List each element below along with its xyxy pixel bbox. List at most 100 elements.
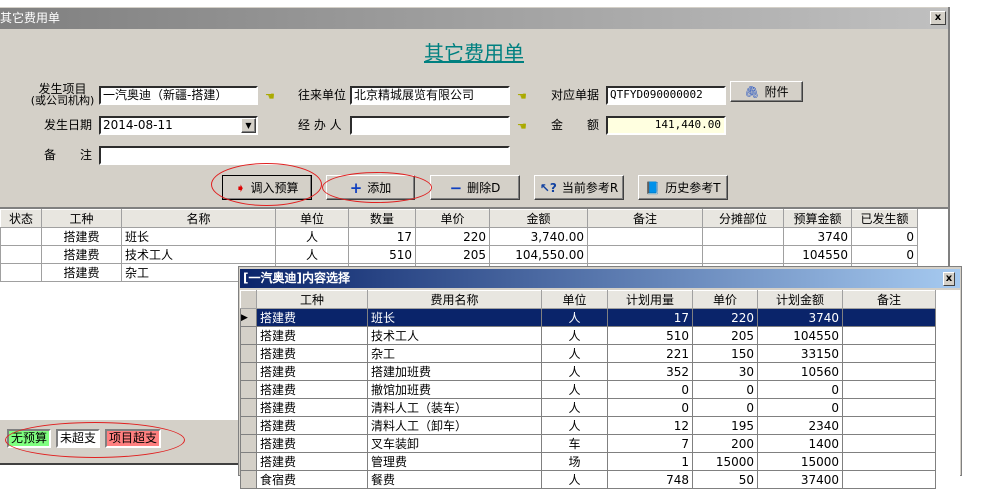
row-selector[interactable] <box>240 380 257 399</box>
table-cell[interactable]: 1400 <box>757 434 843 453</box>
table-cell[interactable]: 3,740.00 <box>489 227 588 246</box>
row-selector[interactable] <box>240 326 257 345</box>
table-cell[interactable]: 221 <box>607 344 693 363</box>
row-selector[interactable] <box>240 416 257 435</box>
table-cell[interactable]: 0 <box>851 245 918 264</box>
column-header[interactable]: 金额 <box>489 209 588 228</box>
table-cell[interactable] <box>702 245 784 264</box>
table-cell[interactable]: 班长 <box>367 308 542 327</box>
table-cell[interactable]: 0 <box>692 380 758 399</box>
table-cell[interactable]: 150 <box>692 344 758 363</box>
table-cell[interactable]: 104,550.00 <box>489 245 588 264</box>
chevron-down-icon[interactable]: ▼ <box>241 118 256 133</box>
table-cell[interactable]: 技术工人 <box>367 326 542 345</box>
table-cell[interactable]: 1 <box>607 452 693 471</box>
column-header[interactable]: 单价 <box>415 209 490 228</box>
row-selector[interactable] <box>240 434 257 453</box>
current-reference-button[interactable]: ↖? 当前参考R <box>534 175 624 200</box>
table-row[interactable]: 搭建费 技术工人人 510 205 104,550.00 104550 0 <box>0 245 918 264</box>
list-item[interactable]: 食宿费 餐费人 748 50 37400 <box>240 470 936 489</box>
table-cell[interactable]: 车 <box>541 434 608 453</box>
column-header[interactable]: 单位 <box>275 209 349 228</box>
list-item[interactable]: 搭建费 杂工人 221 150 33150 <box>240 344 936 363</box>
table-cell[interactable]: 撤馆加班费 <box>367 380 542 399</box>
table-cell[interactable]: 清料人工（卸车） <box>367 416 542 435</box>
dialog-close-button[interactable]: x <box>943 272 955 286</box>
table-cell[interactable]: 15000 <box>757 452 843 471</box>
table-cell[interactable]: 清料人工（装车） <box>367 398 542 417</box>
remark-input[interactable] <box>99 146 510 165</box>
table-cell[interactable]: 技术工人 <box>121 245 276 264</box>
table-cell[interactable]: 510 <box>607 326 693 345</box>
table-cell[interactable]: 748 <box>607 470 693 489</box>
table-cell[interactable]: 搭建加班费 <box>367 362 542 381</box>
table-cell[interactable]: 搭建费 <box>256 344 368 363</box>
table-cell[interactable]: 33150 <box>757 344 843 363</box>
table-cell[interactable]: 17 <box>348 227 416 246</box>
table-cell[interactable]: 37400 <box>757 470 843 489</box>
list-item[interactable]: 搭建费 清料人工（装车）人 0 0 0 <box>240 398 936 417</box>
attachment-button[interactable]: 🖇 附件 <box>730 81 803 102</box>
table-cell[interactable] <box>842 326 936 345</box>
table-cell[interactable]: 15000 <box>692 452 758 471</box>
table-cell[interactable]: 人 <box>541 470 608 489</box>
list-item[interactable]: ▶ 搭建费 班长人 17 220 3740 <box>240 308 936 327</box>
table-cell[interactable]: 7 <box>607 434 693 453</box>
column-header[interactable]: 单价 <box>692 290 758 309</box>
column-header[interactable]: 备注 <box>587 209 703 228</box>
table-cell[interactable]: 人 <box>541 416 608 435</box>
list-item[interactable]: 搭建费 搭建加班费人 352 30 10560 <box>240 362 936 381</box>
column-header[interactable]: 数量 <box>348 209 416 228</box>
table-cell[interactable] <box>0 227 42 246</box>
history-reference-button[interactable]: 📘 历史参考T <box>638 175 728 200</box>
close-button[interactable]: x <box>930 11 946 25</box>
table-cell[interactable]: 场 <box>541 452 608 471</box>
table-cell[interactable]: 3740 <box>757 308 843 327</box>
amount-input[interactable]: 141,440.00 <box>606 116 726 135</box>
column-header[interactable]: 单位 <box>541 290 608 309</box>
table-cell[interactable]: 0 <box>607 398 693 417</box>
table-cell[interactable]: 人 <box>275 227 349 246</box>
table-cell[interactable] <box>842 308 936 327</box>
row-selector[interactable] <box>240 398 257 417</box>
column-header[interactable]: 已发生额 <box>851 209 918 228</box>
table-cell[interactable]: 50 <box>692 470 758 489</box>
table-cell[interactable]: 人 <box>541 398 608 417</box>
table-cell[interactable]: 220 <box>692 308 758 327</box>
table-cell[interactable]: 0 <box>607 380 693 399</box>
table-row[interactable]: 搭建费 班长人 17 220 3,740.00 3740 0 <box>0 227 918 246</box>
row-selector[interactable] <box>240 344 257 363</box>
list-item[interactable]: 搭建费 技术工人人 510 205 104550 <box>240 326 936 345</box>
pick-hand-icon[interactable]: ☚ <box>517 90 527 103</box>
table-cell[interactable]: 人 <box>275 245 349 264</box>
table-cell[interactable]: 12 <box>607 416 693 435</box>
table-cell[interactable]: 搭建费 <box>256 380 368 399</box>
table-cell[interactable]: 0 <box>757 398 843 417</box>
column-header[interactable]: 计划金额 <box>757 290 843 309</box>
delete-button[interactable]: − 删除D <box>430 175 520 200</box>
table-cell[interactable]: 搭建费 <box>256 434 368 453</box>
row-selector[interactable] <box>240 452 257 471</box>
row-selector[interactable] <box>240 362 257 381</box>
table-cell[interactable] <box>842 452 936 471</box>
table-cell[interactable]: 搭建费 <box>41 227 122 246</box>
table-cell[interactable] <box>842 434 936 453</box>
table-cell[interactable]: 搭建费 <box>256 452 368 471</box>
table-cell[interactable]: 人 <box>541 362 608 381</box>
table-cell[interactable]: 104550 <box>757 326 843 345</box>
list-item[interactable]: 搭建费 叉车装卸车 7 200 1400 <box>240 434 936 453</box>
table-cell[interactable]: 搭建费 <box>256 398 368 417</box>
column-header[interactable]: 工种 <box>256 290 368 309</box>
table-cell[interactable] <box>0 263 42 282</box>
table-cell[interactable]: 0 <box>757 380 843 399</box>
table-cell[interactable]: 管理费 <box>367 452 542 471</box>
current-row-arrow-icon[interactable]: ▶ <box>240 308 257 327</box>
table-cell[interactable]: 人 <box>541 308 608 327</box>
table-cell[interactable]: 食宿费 <box>256 470 368 489</box>
table-cell[interactable]: 杂工 <box>121 263 276 282</box>
table-cell[interactable]: 195 <box>692 416 758 435</box>
table-cell[interactable]: 人 <box>541 380 608 399</box>
column-header[interactable]: 工种 <box>41 209 122 228</box>
table-cell[interactable]: 2340 <box>757 416 843 435</box>
table-cell[interactable]: 30 <box>692 362 758 381</box>
